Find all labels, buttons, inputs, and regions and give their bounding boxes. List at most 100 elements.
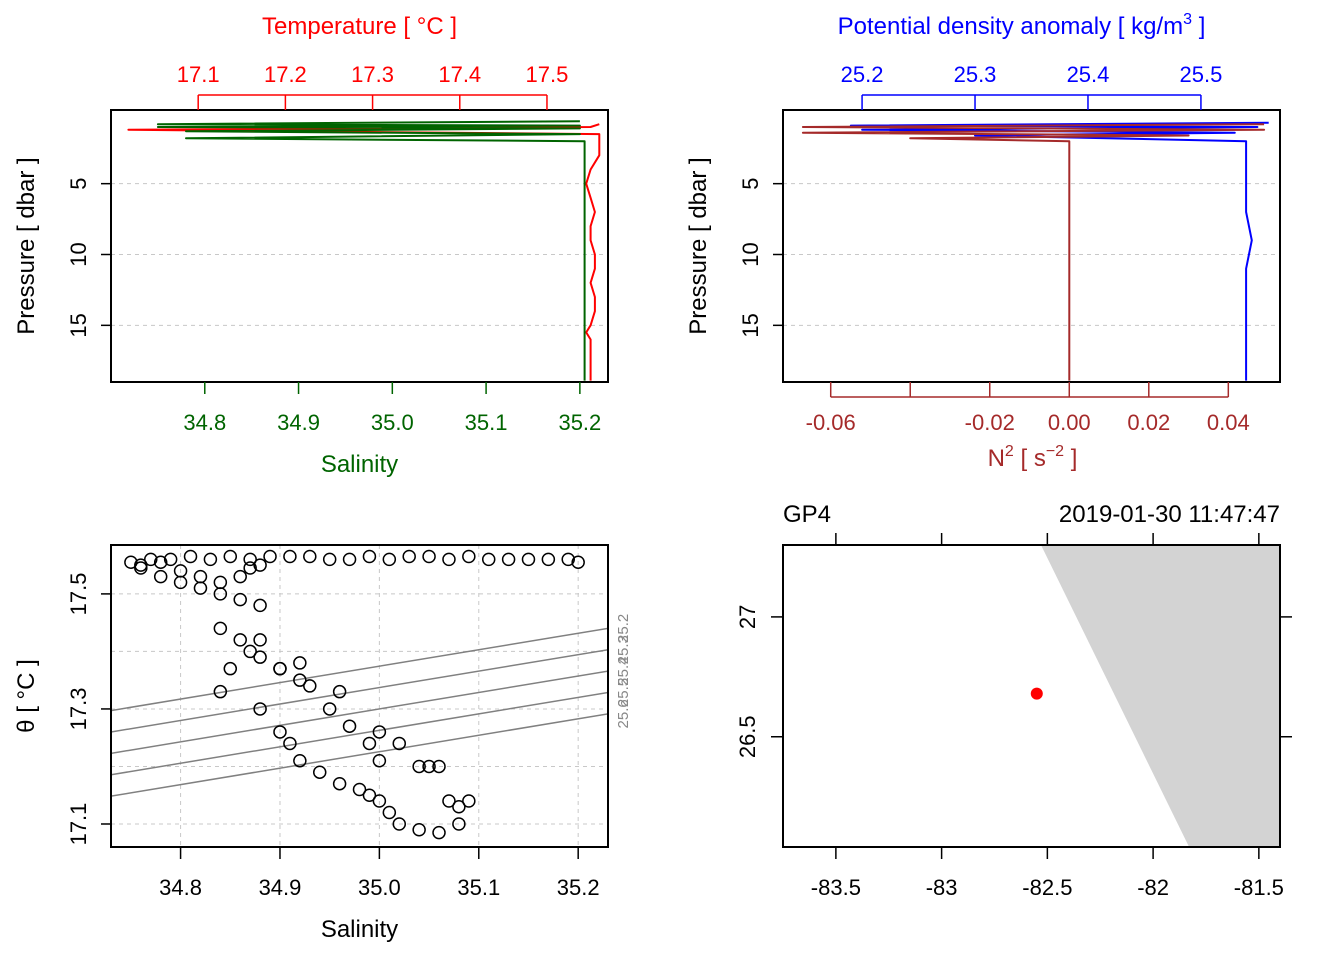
bottom-axis-title-sup: 2 bbox=[1005, 443, 1014, 460]
ts-point bbox=[332, 684, 347, 699]
ts-point bbox=[481, 552, 496, 567]
top-tick-label: 25.4 bbox=[1067, 62, 1110, 87]
bottom-tick-label: 34.8 bbox=[183, 410, 226, 435]
ts-point bbox=[124, 555, 138, 570]
salinity-line bbox=[156, 120, 586, 381]
datetime-label: 2019-01-30 11:47:47 bbox=[1059, 501, 1280, 528]
ts-point bbox=[432, 759, 446, 774]
ts-point bbox=[253, 558, 267, 572]
x-tick-label: -81.5 bbox=[1234, 875, 1284, 900]
profile-density-n2: 25.2 25.3 25.4 25.5 Potential density anomal… bbox=[685, 11, 1281, 472]
station-marker bbox=[1030, 687, 1043, 700]
bottom-tick-label: 0.02 bbox=[1127, 410, 1170, 435]
ts-point bbox=[442, 552, 456, 567]
ts-point bbox=[303, 679, 317, 693]
bottom-axis-title-end: ] bbox=[1064, 445, 1077, 472]
x-tick-label: -82 bbox=[1137, 875, 1169, 900]
top-tick-label: 17.5 bbox=[526, 62, 569, 87]
y-tick-label: 17.3 bbox=[66, 688, 91, 731]
ts-point bbox=[303, 549, 317, 564]
ts-point bbox=[352, 782, 367, 797]
ts-point bbox=[501, 552, 516, 567]
y-axis-title: θ [ °C ] bbox=[13, 659, 40, 733]
x-tick-label: -83 bbox=[926, 875, 958, 900]
isopycnal-line bbox=[111, 691, 608, 776]
ts-point bbox=[273, 725, 287, 739]
ts-point bbox=[253, 598, 267, 613]
ts-point bbox=[462, 794, 476, 808]
top-tick-label: 25.5 bbox=[1180, 62, 1223, 87]
ts-point bbox=[561, 552, 575, 567]
plot-frame bbox=[110, 109, 609, 383]
y-tick-label: 26.5 bbox=[735, 715, 760, 758]
ts-point bbox=[233, 569, 247, 584]
ts-point bbox=[322, 552, 337, 567]
station-map: -83.5 -83 -82.5 -82 -81.5 26.5 27 GP4 2019-01-30… bbox=[735, 501, 1292, 900]
isopycnal-label: 25.2 bbox=[615, 614, 632, 643]
isopycnal-group bbox=[111, 627, 608, 797]
ts-point bbox=[322, 702, 337, 716]
x-tick-label: -83.5 bbox=[811, 875, 861, 900]
ts-point bbox=[293, 673, 307, 687]
ts-point bbox=[213, 684, 228, 699]
ts-point bbox=[342, 719, 357, 733]
ts-point bbox=[402, 549, 416, 564]
ts-point bbox=[193, 581, 208, 595]
ts-point bbox=[134, 558, 148, 572]
ts-point bbox=[144, 552, 158, 567]
top-tick-label: 17.3 bbox=[351, 62, 394, 87]
y-tick-label: 5 bbox=[66, 178, 91, 190]
bottom-tick-label: -0.02 bbox=[965, 410, 1015, 435]
isopycnal-line bbox=[111, 648, 608, 733]
bottom-tick-label: -0.06 bbox=[806, 410, 856, 435]
ts-point bbox=[243, 644, 257, 659]
bottom-axis-title: N2 [ s−2 ] bbox=[988, 443, 1078, 472]
ts-point bbox=[372, 725, 387, 739]
x-tick-label: 35.1 bbox=[457, 875, 500, 900]
ts-point bbox=[233, 592, 247, 607]
top-axis-title: Potential density anomaly [ kg/m3 ] bbox=[838, 11, 1206, 40]
ts-point bbox=[283, 549, 297, 564]
y-axis-title: Pressure [ dbar ] bbox=[13, 157, 40, 334]
y-tick-label: 10 bbox=[66, 242, 91, 266]
plot-frame bbox=[782, 109, 1281, 383]
isopycnal-line bbox=[111, 670, 608, 755]
ts-point bbox=[521, 552, 536, 567]
x-tick-label: 34.8 bbox=[159, 875, 202, 900]
ts-point bbox=[134, 561, 148, 575]
top-axis-title-sup: 3 bbox=[1183, 11, 1192, 28]
x-tick-label: 34.9 bbox=[259, 875, 302, 900]
top-axis-title-end: ] bbox=[1192, 13, 1205, 40]
ts-point bbox=[213, 621, 228, 636]
bottom-axis-title-sup2: −2 bbox=[1046, 443, 1064, 460]
ts-point bbox=[432, 825, 446, 840]
ts-point bbox=[452, 817, 466, 831]
temperature-line bbox=[127, 123, 601, 381]
ts-point bbox=[283, 736, 297, 751]
ts-point bbox=[462, 549, 476, 564]
ts-point bbox=[293, 656, 307, 670]
ts-point bbox=[382, 552, 397, 567]
ts-point bbox=[422, 549, 436, 564]
ts-point bbox=[223, 549, 238, 564]
ts-point bbox=[213, 575, 228, 590]
land-polygon bbox=[1041, 545, 1280, 847]
bottom-tick-label: 35.0 bbox=[371, 410, 414, 435]
y-tick-label: 5 bbox=[738, 178, 763, 190]
ts-point bbox=[571, 555, 585, 570]
ts-point bbox=[253, 633, 267, 647]
station-label: GP4 bbox=[783, 501, 831, 528]
ts-point bbox=[253, 702, 267, 716]
ts-point bbox=[392, 736, 407, 751]
bottom-tick-label: 0.04 bbox=[1207, 410, 1250, 435]
top-tick-label: 25.2 bbox=[841, 62, 884, 87]
x-tick-label: 35.2 bbox=[557, 875, 600, 900]
x-tick-label: -82.5 bbox=[1022, 875, 1072, 900]
top-axis-title-main: Potential density anomaly [ kg/m bbox=[838, 13, 1184, 40]
ts-point bbox=[362, 736, 377, 751]
ts-point bbox=[163, 552, 178, 567]
isopycnal-label: 25.4 bbox=[615, 657, 632, 686]
bottom-axis-title-mid: [ s bbox=[1014, 445, 1046, 472]
ts-point bbox=[412, 822, 426, 837]
ts-point bbox=[442, 794, 456, 808]
